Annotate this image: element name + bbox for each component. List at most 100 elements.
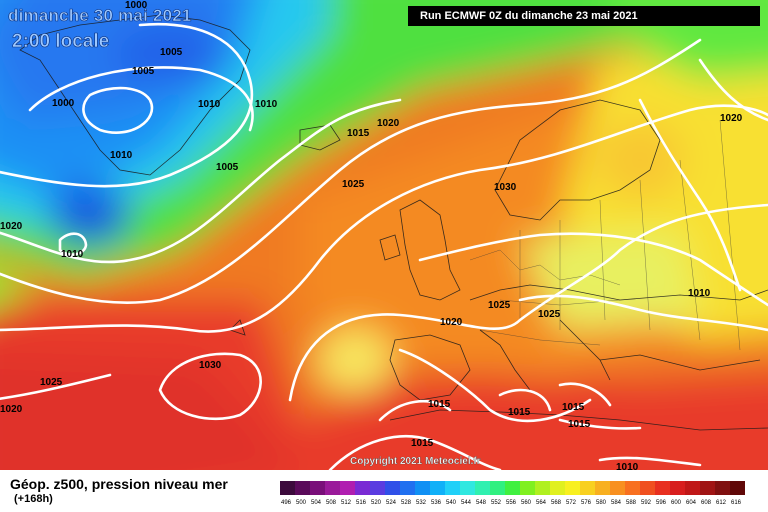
lead-time-label: (+168h)	[14, 493, 53, 505]
isobar-label: 1010	[110, 150, 133, 161]
scale-tick-label: 500	[296, 500, 307, 506]
scale-swatch	[520, 481, 535, 495]
scale-tick-label: 560	[521, 500, 532, 506]
isobar-label: 1025	[488, 300, 511, 311]
scale-tick-label: 516	[356, 500, 367, 506]
color-scale: 496 500 504 508 512 516 520 524 528 532 536 540 544 5…	[280, 481, 745, 506]
copyright-notice: Copyright 2021 Meteociel.fr	[350, 456, 481, 467]
isobar-label: 1015	[568, 419, 591, 430]
scale-tick-label: 584	[611, 500, 622, 506]
scale-tick-label: 592	[641, 500, 652, 506]
scale-swatch	[430, 481, 445, 495]
isobar-label: 1030	[199, 360, 222, 371]
scale-swatch	[505, 481, 520, 495]
scale-tick-label: 572	[566, 500, 577, 506]
scale-tick-label: 544	[461, 500, 472, 506]
isobar-label: 1025	[538, 309, 561, 320]
scale-tick-label: 512	[341, 500, 352, 506]
scale-tick-label: 552	[491, 500, 502, 506]
scale-tick-label: 596	[656, 500, 667, 506]
scale-swatch	[490, 481, 505, 495]
scale-swatch	[670, 481, 685, 495]
scale-swatch	[640, 481, 655, 495]
isobars	[0, 22, 768, 470]
forecast-time-title: 2:00 locale	[12, 31, 110, 53]
isobar-label: 1020	[0, 221, 23, 232]
scale-tick-label: 580	[596, 500, 607, 506]
isobar-label: 1010	[616, 462, 639, 470]
scale-tick-label: 556	[506, 500, 517, 506]
isobar-label: 1030	[494, 182, 517, 193]
scale-tick-label: 504	[311, 500, 322, 506]
isobar-label: 1005	[216, 162, 239, 173]
scale-tick-label: 576	[581, 500, 592, 506]
scale-swatch	[700, 481, 715, 495]
scale-tick-label: 600	[671, 500, 682, 506]
isobar-labels: 1000 1005 1005 1000 1010 1010 1010 1005 …	[0, 0, 743, 470]
scale-swatch	[685, 481, 700, 495]
isobar-label: 1020	[440, 317, 463, 328]
isobar-label: 1010	[198, 99, 221, 110]
scale-tick-label: 496	[281, 500, 292, 506]
isobar-label: 1010	[61, 249, 84, 260]
scale-swatch	[535, 481, 550, 495]
scale-swatch	[415, 481, 430, 495]
isobar-label: 1015	[508, 407, 531, 418]
scale-swatch	[655, 481, 670, 495]
isobar-label: 1015	[562, 402, 585, 413]
isobar-label: 1010	[255, 99, 278, 110]
scale-swatch	[550, 481, 565, 495]
scale-swatch	[340, 481, 355, 495]
isobar-label: 1005	[160, 47, 183, 58]
scale-swatch	[595, 481, 610, 495]
isobar-label: 1020	[0, 404, 23, 415]
isobar-label: 1020	[720, 113, 743, 124]
isobar-label: 1005	[132, 66, 155, 77]
scale-swatch	[730, 481, 745, 495]
isobar-label: 1020	[377, 118, 400, 129]
scale-swatch	[625, 481, 640, 495]
scale-tick-label: 528	[401, 500, 412, 506]
scale-tick-label: 616	[731, 500, 742, 506]
scale-swatch	[460, 481, 475, 495]
scale-tick-label: 536	[431, 500, 442, 506]
scale-swatch	[565, 481, 580, 495]
isobar-label: 1025	[342, 179, 365, 190]
scale-swatch	[355, 481, 370, 495]
scale-swatch	[310, 481, 325, 495]
isobar-label: 1010	[688, 288, 711, 299]
forecast-date-title: dimanche 30 mai 2021	[8, 6, 192, 26]
scale-swatch	[385, 481, 400, 495]
scale-swatch	[580, 481, 595, 495]
isobar-label: 1015	[347, 128, 370, 139]
scale-tick-label: 612	[716, 500, 727, 506]
scale-swatch	[445, 481, 460, 495]
isobar-label: 1015	[411, 438, 434, 449]
isobar-label: 1015	[428, 399, 451, 410]
weather-map: 1000 1005 1005 1000 1010 1010 1010 1005 …	[0, 0, 768, 470]
scale-swatch	[475, 481, 490, 495]
scale-swatch	[295, 481, 310, 495]
scale-swatch	[400, 481, 415, 495]
scale-tick-label: 524	[386, 500, 397, 506]
isobar-label: 1000	[52, 98, 75, 109]
scale-tick-label: 548	[476, 500, 487, 506]
isobar-label: 1000	[125, 0, 148, 11]
scale-tick-label: 564	[536, 500, 547, 506]
scale-swatch	[370, 481, 385, 495]
scale-tick-label: 532	[416, 500, 427, 506]
scale-tick-label: 520	[371, 500, 382, 506]
scale-swatch	[610, 481, 625, 495]
scale-swatch	[715, 481, 730, 495]
scale-tick-label: 608	[701, 500, 712, 506]
variable-title: Géop. z500, pression niveau mer	[10, 476, 228, 492]
scale-tick-label: 508	[326, 500, 337, 506]
isobar-label: 1025	[40, 377, 63, 388]
model-run-info: Run ECMWF 0Z du dimanche 23 mai 2021	[408, 6, 760, 26]
scale-tick-label: 540	[446, 500, 457, 506]
scale-tick-label: 588	[626, 500, 637, 506]
scale-swatch	[325, 481, 340, 495]
scale-tick-label: 604	[686, 500, 697, 506]
scale-swatch	[280, 481, 295, 495]
country-borders	[469, 119, 741, 351]
